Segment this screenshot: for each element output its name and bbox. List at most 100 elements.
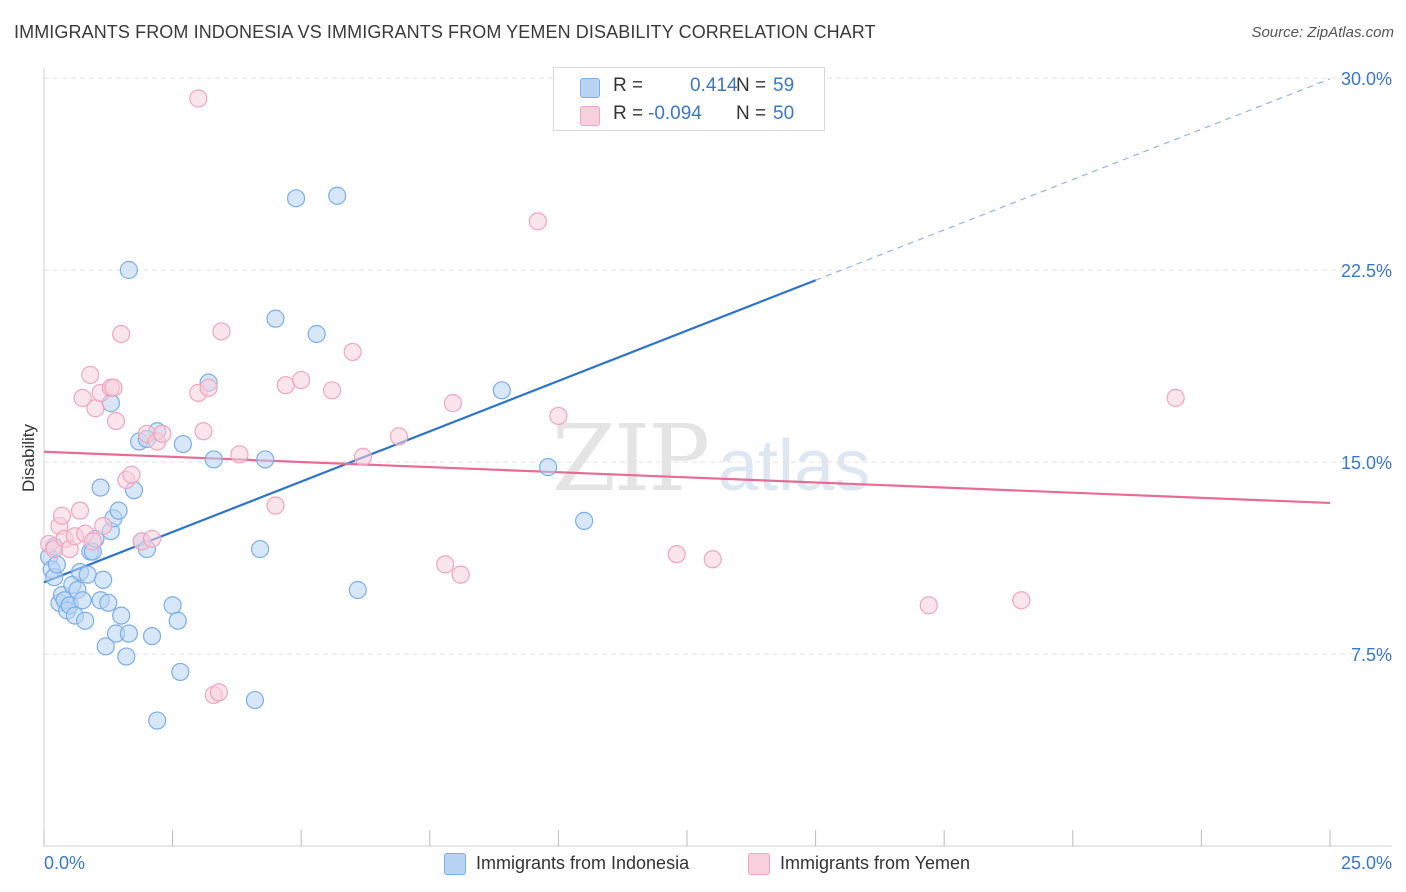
- legend-r-value: -0.094: [648, 103, 702, 124]
- point-yemen: [73, 388, 92, 408]
- y-tick-label: 30.0%: [1341, 69, 1392, 89]
- point-yemen: [94, 516, 113, 536]
- data-points: [40, 89, 1185, 730]
- point-yemen: [276, 376, 295, 395]
- point-yemen: [1012, 591, 1031, 610]
- point-yemen: [122, 465, 141, 484]
- point-indonesia: [328, 186, 347, 205]
- point-yemen: [189, 89, 208, 108]
- point-indonesia: [91, 478, 110, 497]
- legend-label-indonesia: Immigrants from Indonesia: [476, 853, 690, 873]
- legend-r-label: R =: [613, 75, 644, 96]
- point-indonesia: [99, 593, 118, 612]
- point-yemen: [81, 365, 100, 385]
- grid-lines: [44, 77, 1392, 655]
- point-yemen: [919, 596, 938, 615]
- point-yemen: [209, 683, 228, 702]
- point-indonesia: [47, 555, 66, 574]
- stats-legend: R = 0.414 N = 59 R = -0.094 N = 50: [553, 67, 825, 131]
- y-tick-label: 22.5%: [1341, 261, 1392, 281]
- legend-r-label: R =: [613, 103, 644, 124]
- point-yemen: [86, 399, 105, 418]
- point-yemen: [292, 370, 311, 390]
- point-yemen: [83, 532, 102, 551]
- point-indonesia: [250, 539, 270, 559]
- point-indonesia: [348, 580, 367, 600]
- point-yemen: [142, 529, 162, 548]
- y-tick-label: 15.0%: [1341, 453, 1392, 473]
- legend-swatch-yemen: [748, 853, 770, 875]
- point-yemen: [106, 411, 126, 431]
- trend-extension-indonesia: [815, 78, 1331, 281]
- point-yemen: [667, 545, 686, 564]
- point-yemen: [266, 496, 285, 515]
- tick-labels: 7.5% 15.0% 22.5% 30.0% 0.0% 25.0%: [44, 69, 1392, 873]
- point-indonesia: [163, 596, 182, 615]
- point-yemen: [194, 422, 213, 441]
- legend-row-indonesia: R = 0.414 N = 59: [554, 73, 824, 101]
- legend-n-label: N =: [736, 75, 767, 96]
- point-indonesia: [94, 570, 113, 589]
- legend-n-value: 50: [773, 103, 795, 124]
- point-yemen: [70, 501, 90, 520]
- chart-title: IMMIGRANTS FROM INDONESIA VS IMMIGRANTS …: [14, 22, 876, 42]
- point-yemen: [443, 394, 463, 413]
- point-indonesia: [112, 606, 131, 625]
- y-axis-label: Disability: [19, 423, 38, 492]
- trend-line-indonesia: [43, 279, 817, 584]
- watermark: ZIP atlas: [552, 405, 870, 512]
- point-yemen: [322, 381, 342, 400]
- point-indonesia: [142, 626, 162, 646]
- axes: [43, 68, 1392, 847]
- point-yemen: [343, 342, 362, 362]
- point-yemen: [549, 406, 568, 426]
- legend-item-yemen[interactable]: Immigrants from Yemen: [748, 851, 1018, 879]
- point-indonesia: [173, 434, 192, 454]
- point-indonesia: [96, 637, 115, 656]
- point-indonesia: [539, 458, 558, 477]
- point-yemen: [153, 424, 172, 443]
- point-indonesia: [148, 711, 167, 730]
- legend-row-yemen: R = -0.094 N = 50: [554, 101, 824, 129]
- point-yemen: [703, 550, 722, 569]
- legend-r-value: 0.414: [690, 75, 738, 96]
- legend-swatch-indonesia: [580, 78, 600, 98]
- point-indonesia: [256, 450, 275, 469]
- point-indonesia: [78, 565, 97, 584]
- point-indonesia: [245, 690, 265, 710]
- point-yemen: [212, 322, 231, 341]
- legend-n-label: N =: [736, 103, 767, 124]
- point-yemen: [1166, 388, 1185, 408]
- point-indonesia: [119, 624, 138, 643]
- legend-item-indonesia[interactable]: Immigrants from Indonesia: [444, 851, 734, 879]
- point-indonesia: [171, 662, 190, 682]
- watermark-zip: ZIP: [552, 405, 708, 512]
- point-yemen: [436, 555, 455, 574]
- legend-swatch-yemen: [580, 106, 600, 126]
- point-yemen: [52, 506, 72, 525]
- point-indonesia: [119, 260, 138, 280]
- point-indonesia: [307, 324, 326, 344]
- point-indonesia: [109, 501, 128, 520]
- point-yemen: [230, 445, 249, 464]
- x-tick-label: 25.0%: [1341, 853, 1392, 873]
- legend-label-yemen: Immigrants from Yemen: [780, 853, 971, 873]
- point-indonesia: [492, 381, 511, 400]
- watermark-atlas: atlas: [718, 426, 870, 506]
- source-label: Source: ZipAtlas.com: [1251, 24, 1394, 41]
- legend-swatch-indonesia: [444, 853, 466, 875]
- point-yemen: [353, 447, 373, 466]
- point-yemen: [112, 324, 131, 344]
- point-indonesia: [73, 591, 92, 610]
- point-yemen: [199, 378, 218, 397]
- point-indonesia: [286, 189, 306, 208]
- point-yemen: [528, 212, 547, 231]
- point-yemen: [451, 565, 470, 584]
- point-indonesia: [204, 450, 223, 469]
- point-indonesia: [266, 309, 285, 328]
- point-indonesia: [168, 611, 187, 630]
- y-tick-label: 7.5%: [1351, 645, 1392, 665]
- point-yemen: [389, 427, 409, 446]
- point-indonesia: [117, 647, 136, 666]
